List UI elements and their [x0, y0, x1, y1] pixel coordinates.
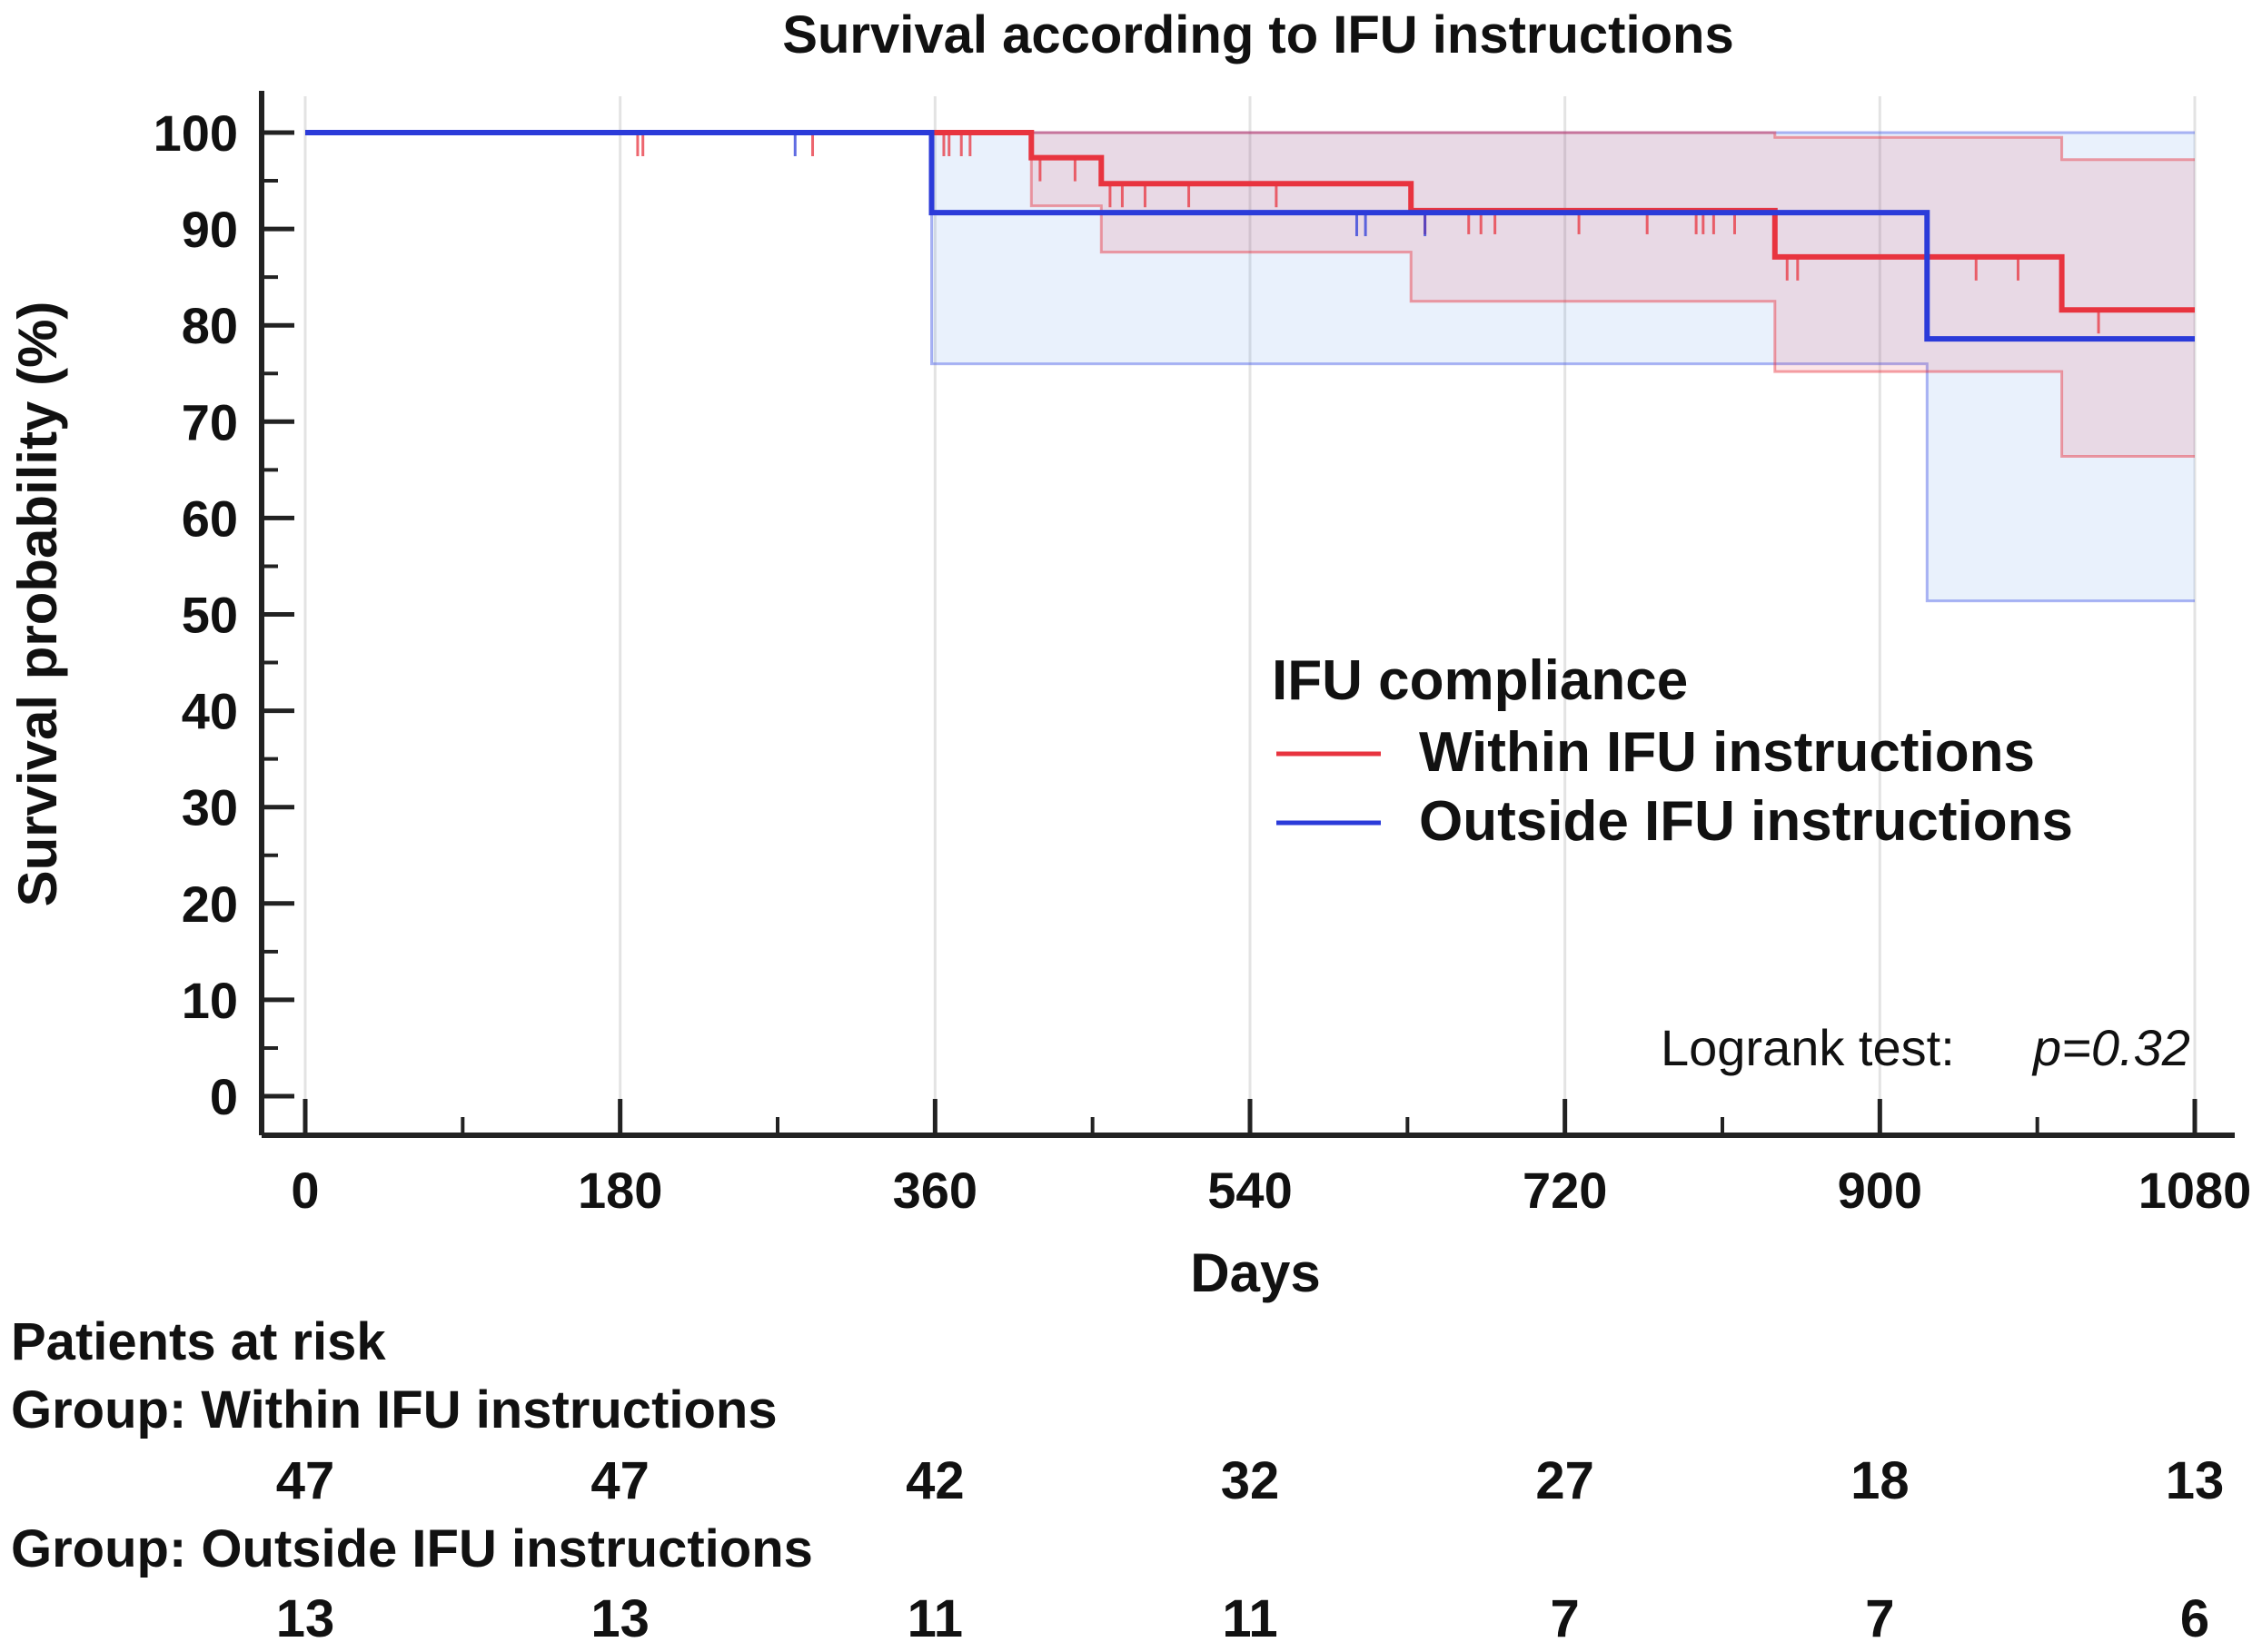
- legend-title: IFU compliance: [1272, 649, 1688, 712]
- y-tick-label-40: 40: [182, 683, 238, 740]
- survival-curve-outside: [305, 130, 2195, 342]
- risk-row-within: 47 47 42 32 27 18 13: [276, 1451, 2225, 1510]
- x-axis-label: Days: [1190, 1242, 1320, 1303]
- y-tick-label-30: 30: [182, 779, 238, 836]
- risk-row-outside: 13 13 11 11 7 7 6: [276, 1589, 2209, 1648]
- risk-count-outside-360: 11: [908, 1589, 963, 1648]
- gridlines: [303, 96, 2197, 1135]
- risk-count-outside-540: 11: [1222, 1589, 1277, 1648]
- risk-count-outside-180: 13: [590, 1589, 650, 1648]
- x-tick-label-360: 360: [893, 1162, 977, 1219]
- ci-band-outside: [305, 133, 2195, 601]
- y-tick-label-80: 80: [182, 297, 238, 354]
- legend-label-within: Within IFU instructions: [1419, 721, 2035, 784]
- x-tick-label-0: 0: [291, 1162, 319, 1219]
- y-tick-label-10: 10: [182, 972, 238, 1029]
- x-tick-label-180: 180: [578, 1162, 662, 1219]
- ci-upper-within: [305, 131, 2195, 162]
- risk-count-within-540: 32: [1221, 1451, 1280, 1510]
- y-tick-label-100: 100: [154, 104, 238, 162]
- legend-label-outside: Outside IFU instructions: [1419, 790, 2073, 853]
- x-tick-label-720: 720: [1523, 1162, 1607, 1219]
- risk-count-within-720: 27: [1535, 1451, 1594, 1510]
- risk-count-within-1080: 13: [2166, 1451, 2225, 1510]
- y-tick-label-0: 0: [210, 1068, 238, 1125]
- risk-table: Patients at risk Group: Within IFU instr…: [11, 1312, 2224, 1648]
- risk-table-header: Patients at risk: [11, 1312, 386, 1371]
- y-axis-label: Survival probability (%): [7, 302, 68, 907]
- logrank-p-value: p=0.32: [2031, 1019, 2190, 1076]
- x-tick-label-900: 900: [1838, 1162, 1922, 1219]
- risk-count-within-900: 18: [1850, 1451, 1910, 1510]
- risk-count-outside-1080: 6: [2180, 1589, 2209, 1648]
- risk-count-within-360: 42: [906, 1451, 965, 1510]
- x-tick-label-1080: 1080: [2138, 1162, 2252, 1219]
- x-tick-label-540: 540: [1207, 1162, 1292, 1219]
- y-tick-label-70: 70: [182, 393, 238, 450]
- logrank-annotation: Logrank test: p=0.32: [1661, 1019, 2190, 1076]
- survival-curve-within: [305, 130, 2195, 313]
- chart-title: Survival according to IFU instructions: [782, 5, 1733, 64]
- legend: IFU compliance Within IFU instructions O…: [1272, 649, 2073, 853]
- y-tick-label-60: 60: [182, 490, 238, 547]
- y-tick-label-50: 50: [182, 587, 238, 644]
- risk-count-outside-720: 7: [1551, 1589, 1580, 1648]
- risk-count-outside-900: 7: [1865, 1589, 1894, 1648]
- axes: 0 10 20 30 40 50 60 70 80 90 100 0 180 360 540 720 900 10…: [154, 91, 2252, 1219]
- survival-curves: [305, 130, 2195, 342]
- y-tick-label-20: 20: [182, 875, 238, 933]
- logrank-label: Logrank test:: [1661, 1019, 1955, 1076]
- risk-count-within-0: 47: [276, 1451, 335, 1510]
- risk-count-outside-0: 13: [276, 1589, 335, 1648]
- ci-lower-within: [305, 131, 2195, 458]
- risk-group-label-outside: Group: Outside IFU instructions: [11, 1519, 813, 1578]
- risk-group-label-within: Group: Within IFU instructions: [11, 1380, 778, 1439]
- y-tick-label-90: 90: [182, 201, 238, 258]
- risk-count-within-180: 47: [590, 1451, 650, 1510]
